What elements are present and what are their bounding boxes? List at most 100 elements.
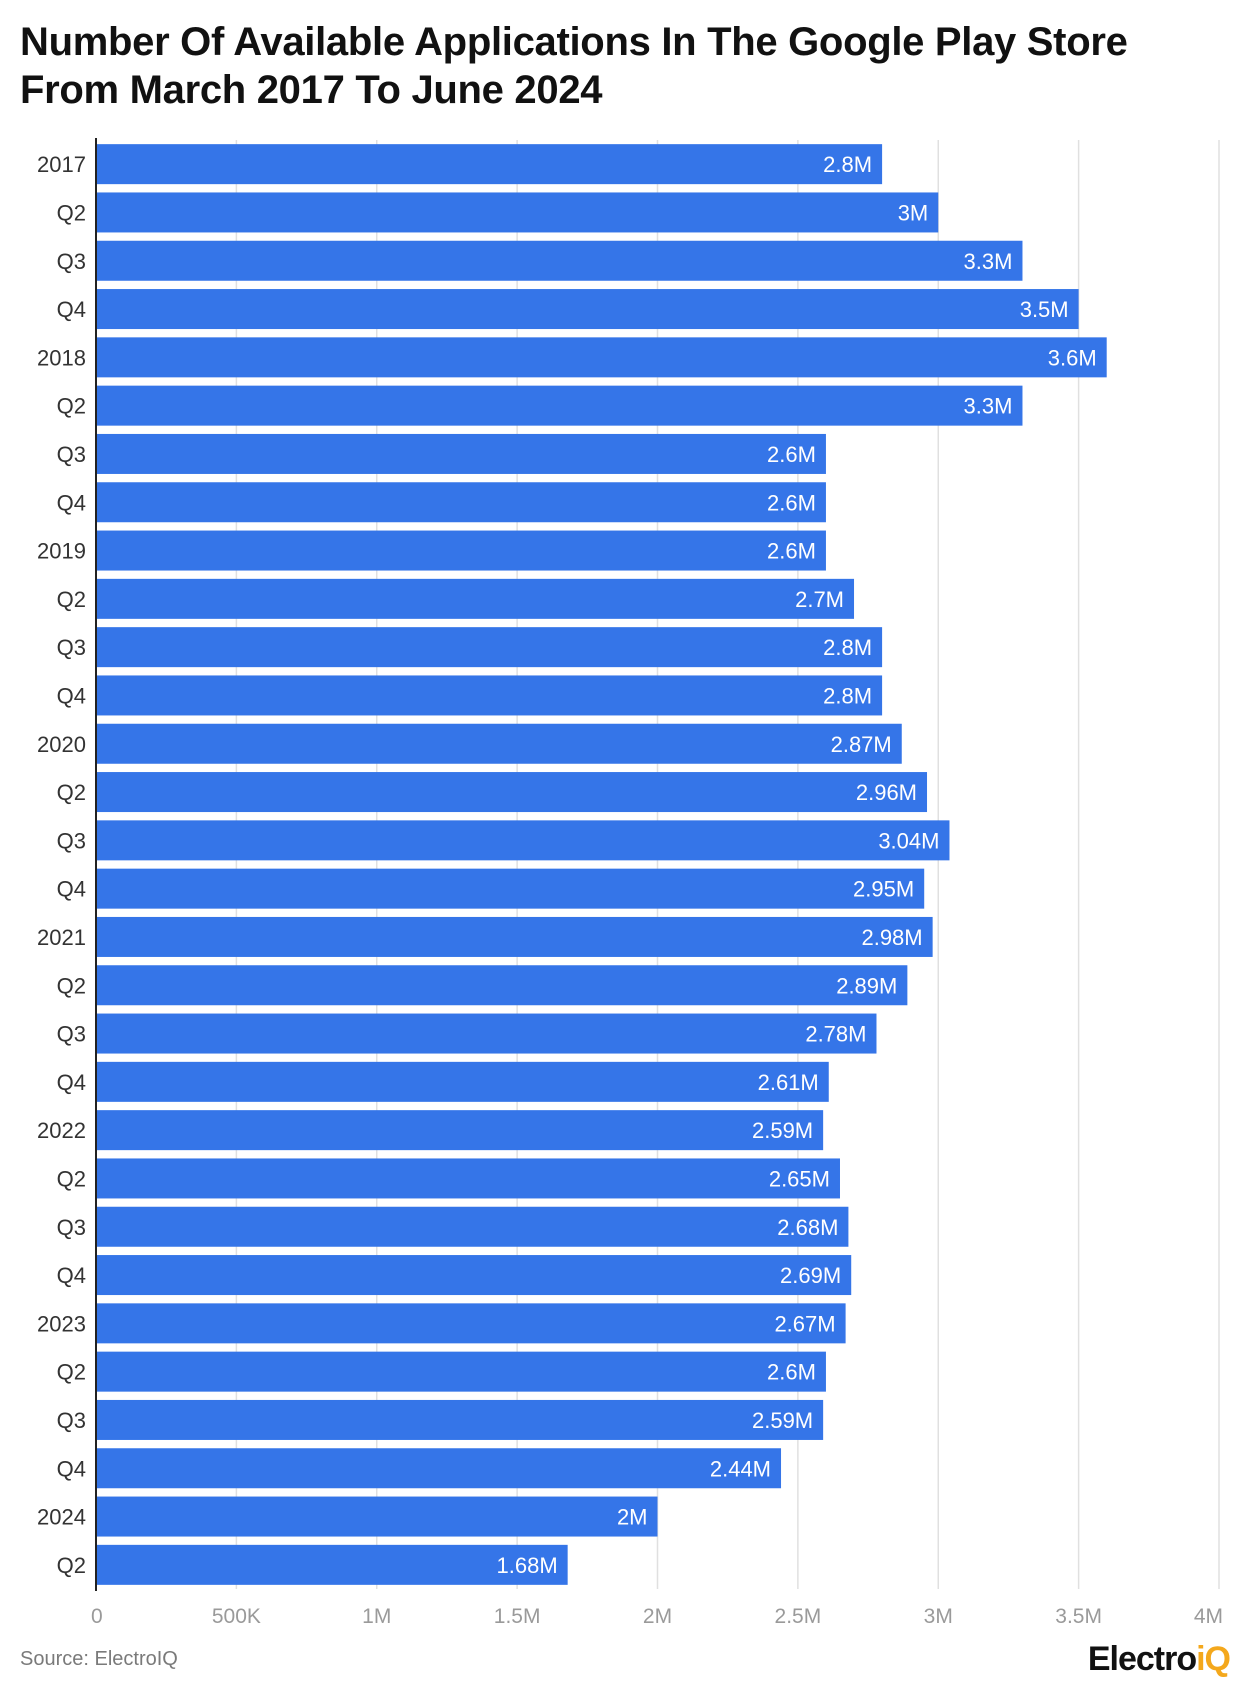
data-label: 3.6M (1048, 345, 1097, 370)
bar (96, 289, 1079, 330)
category-label: 2020 (37, 732, 86, 757)
category-label: Q4 (57, 1456, 86, 1481)
data-label: 2.96M (856, 780, 917, 805)
bar (96, 482, 826, 523)
category-label: Q4 (57, 1263, 86, 1288)
bar (96, 1206, 849, 1247)
bar-chart: 2017 Q2 Q3 Q4 2018 Q2 Q3 Q4 2019 Q2 Q3 Q4 2020 Q2 Q3 Q4… (37, 138, 1223, 1628)
category-label: Q4 (57, 297, 86, 322)
data-label: 1.68M (497, 1553, 558, 1578)
data-label: 3.5M (1020, 297, 1069, 322)
category-label: Q2 (57, 973, 86, 998)
category-label: Q2 (57, 1553, 86, 1578)
electroiq-logo: ElectroiQ (1088, 1640, 1231, 1679)
bar (96, 1544, 568, 1585)
category-label: 2022 (37, 1118, 86, 1143)
bar (96, 723, 902, 764)
category-label: Q4 (57, 1070, 86, 1095)
data-label: 2.89M (836, 973, 897, 998)
bar (96, 627, 883, 668)
bar (96, 1303, 846, 1344)
data-label: 2.67M (774, 1311, 835, 1336)
category-label: Q2 (57, 200, 86, 225)
data-label: 2.95M (853, 877, 914, 902)
bar (96, 772, 928, 813)
bar (96, 1399, 824, 1440)
x-axis-ticks: 0 500K 1M 1.5M 2M 2.5M 3M 3.5M 4M (91, 1605, 1223, 1628)
x-tick-label: 0 (91, 1605, 103, 1628)
category-label: Q4 (57, 490, 86, 515)
category-label: Q4 (57, 683, 86, 708)
x-tick-label: 2.5M (775, 1605, 822, 1628)
bar (96, 1013, 877, 1054)
bar (96, 1448, 782, 1489)
data-label: 2.59M (752, 1118, 813, 1143)
data-label: 3.3M (964, 394, 1013, 419)
data-label: 2.8M (823, 683, 872, 708)
data-label: 2.59M (752, 1408, 813, 1433)
bar (96, 578, 855, 619)
data-label: 2.65M (769, 1166, 830, 1191)
bar (96, 385, 1023, 426)
x-tick-label: 1M (362, 1605, 391, 1628)
data-label: 2.87M (831, 732, 892, 757)
data-label: 2.68M (777, 1215, 838, 1240)
bar (96, 240, 1023, 281)
bar (96, 1255, 852, 1296)
bar (96, 530, 826, 571)
bar (96, 1158, 840, 1199)
data-label: 2.6M (767, 490, 816, 515)
category-label: Q3 (57, 1022, 86, 1047)
bar (96, 1351, 826, 1392)
category-labels: 2017 Q2 Q3 Q4 2018 Q2 Q3 Q4 2019 Q2 Q3 Q4 2020 Q2 Q3 Q4… (37, 152, 86, 1578)
data-label: 3.3M (964, 249, 1013, 274)
category-label: Q3 (57, 249, 86, 274)
chart-title: Number Of Available Applications In The … (20, 20, 1128, 112)
bar (96, 144, 883, 185)
data-label: 2.44M (710, 1456, 771, 1481)
bars (96, 144, 1107, 1585)
category-label: Q3 (57, 1408, 86, 1433)
bar (96, 965, 908, 1006)
bar (96, 675, 883, 716)
x-tick-label: 500K (212, 1605, 261, 1628)
data-label: 3M (898, 200, 929, 225)
x-tick-label: 2M (643, 1605, 672, 1628)
source-note: Source: ElectroIQ (20, 1648, 178, 1670)
data-label: 2.8M (823, 152, 872, 177)
data-label: 2.6M (767, 539, 816, 564)
category-label: Q4 (57, 877, 86, 902)
data-label: 2.7M (795, 587, 844, 612)
category-label: Q3 (57, 1215, 86, 1240)
category-label: 2017 (37, 152, 86, 177)
category-label: Q2 (57, 587, 86, 612)
data-labels: 2.8M 3M 3.3M 3.5M 3.6M 3.3M 2.6M 2.6M 2.6M 2.7M 2.… (497, 152, 1097, 1578)
bar (96, 433, 826, 474)
data-label: 2.6M (767, 1360, 816, 1385)
category-label: Q2 (57, 1166, 86, 1191)
category-label: 2019 (37, 539, 86, 564)
category-label: Q2 (57, 1360, 86, 1385)
x-tick-label: 1.5M (494, 1605, 541, 1628)
data-label: 2.6M (767, 442, 816, 467)
bar (96, 868, 925, 909)
data-label: 2.78M (805, 1022, 866, 1047)
bar (96, 192, 939, 233)
category-label: 2024 (37, 1505, 86, 1530)
category-label: Q2 (57, 780, 86, 805)
logo-text-accent: iQ (1196, 1640, 1231, 1678)
bar (96, 820, 950, 861)
bar (96, 337, 1107, 378)
data-label: 2M (617, 1505, 648, 1530)
bar (96, 1496, 658, 1537)
category-label: Q3 (57, 635, 86, 660)
data-label: 2.69M (780, 1263, 841, 1288)
x-tick-label: 3.5M (1055, 1605, 1102, 1628)
data-label: 2.61M (758, 1070, 819, 1095)
category-label: Q3 (57, 828, 86, 853)
bar (96, 1110, 824, 1151)
category-label: 2018 (37, 345, 86, 370)
x-tick-label: 3M (924, 1605, 953, 1628)
grid-lines (235, 140, 1220, 1589)
category-label: 2021 (37, 925, 86, 950)
